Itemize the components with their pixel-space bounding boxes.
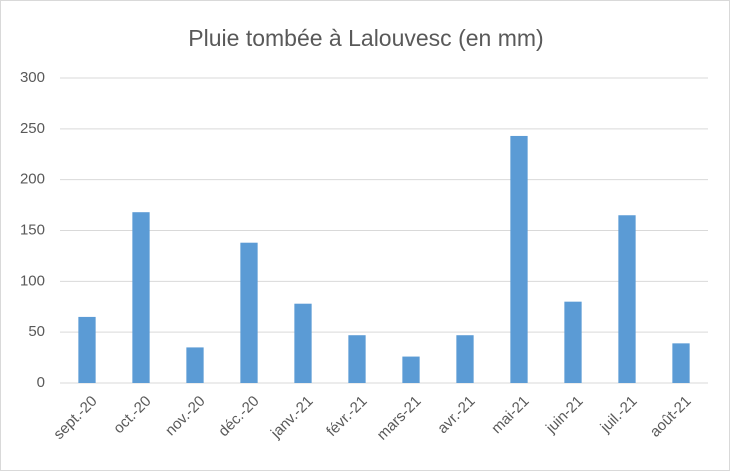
y-tick-label: 200 <box>20 171 45 188</box>
bar <box>294 303 312 383</box>
bar <box>402 356 420 383</box>
bar <box>186 347 204 383</box>
bar <box>672 343 690 383</box>
y-tick-label: 250 <box>20 120 45 137</box>
y-tick-label: 50 <box>28 323 45 340</box>
bar <box>564 301 582 383</box>
bar <box>132 212 150 383</box>
bar <box>240 242 258 383</box>
y-tick-label: 150 <box>20 221 45 238</box>
y-tick-label: 100 <box>20 272 45 289</box>
bar <box>618 215 636 383</box>
chart-title: Pluie tombée à Lalouvesc (en mm) <box>188 25 543 51</box>
bar <box>348 335 366 383</box>
bar <box>510 135 528 383</box>
y-tick-label: 0 <box>37 374 45 391</box>
bar <box>78 316 96 383</box>
y-tick-label: 300 <box>20 69 45 86</box>
bar <box>456 335 474 383</box>
